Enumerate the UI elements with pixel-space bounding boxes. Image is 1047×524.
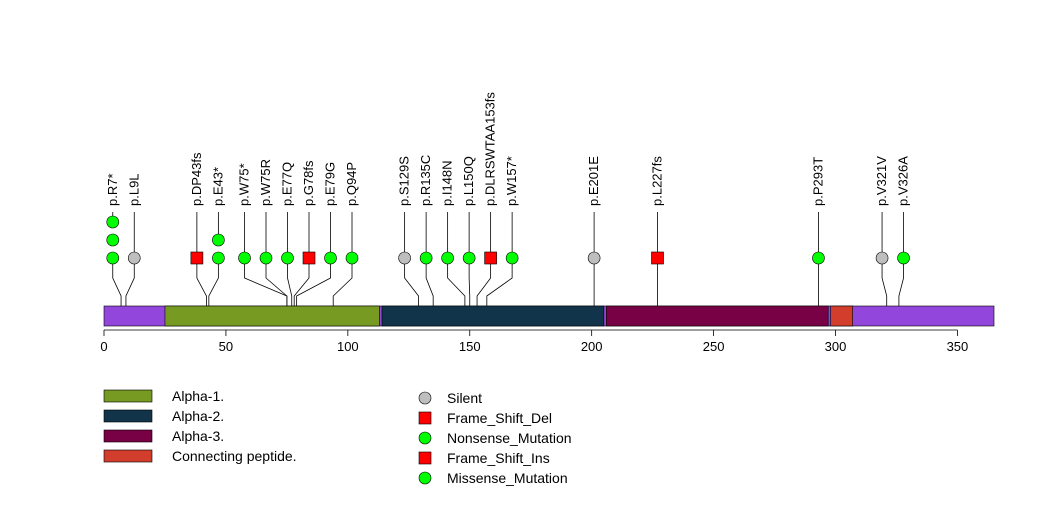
mutation-head-square [302,251,316,265]
mutation-head-circle [897,251,910,265]
x-tick-label: 50 [219,339,233,354]
legend-type-circle [418,391,432,405]
legend: Alpha-1. Alpha-2. Alpha-3. Connecting pepti… [103,388,572,486]
legend-domain-label: Connecting peptide. [172,448,297,464]
mutation-head-circle [127,251,141,265]
mutation-label: p.Q94P [344,162,359,206]
legend-type-square [418,451,432,465]
x-tick-label: 350 [947,339,969,354]
mutation-head-circle [505,251,519,265]
mutation-label: p.I148N [440,160,455,206]
mutation-head-circle [324,251,337,265]
mutation-label: p.S129S [397,156,412,206]
mutation-label: p.P293T [810,157,825,206]
domain-0 [164,305,380,327]
mutation-label: p.G78fs [301,160,316,206]
mutation-head-circle [419,251,433,265]
mutation-label: p.V321V [874,156,889,206]
x-tick-label: 150 [459,339,481,354]
legend-type-label: Missense_Mutation [447,470,568,486]
legend-domain-label: Alpha-1. [172,388,224,404]
mutation-head-circle [212,233,225,247]
mutation-label: p.L9L [126,173,141,206]
mutation-label: p.W75R [258,159,273,206]
mutation-label: p.DP43fs [189,152,204,206]
domain-2 [606,305,829,327]
mutation-label: p.L150Q [461,156,476,206]
legend-domain-label: Alpha-2. [172,408,224,424]
mutation-head-circle [441,251,454,265]
mutation-head-circle [212,251,225,265]
mutation-head-square [651,251,664,265]
legend-type-circle [418,431,432,445]
x-tick-label: 0 [100,339,107,354]
legend-domain-swatch [103,429,153,443]
mutation-label-layer: p.R7* p.L9L p.DP43fs p.E43* p.W75* p.W75R p.E7… [105,92,911,206]
domain-1 [381,305,605,327]
mutation-label: p.DLRSWTAA153fs [483,92,498,206]
mutation-head-layer [106,215,910,265]
mutation-label: p.R135C [418,155,433,206]
x-axis: 0 50 100 150 200 250 300 350 [100,329,969,354]
legend-domain-swatch [103,449,153,463]
mutation-head-circle [281,251,294,265]
mutation-head-circle [259,251,273,265]
legend-domain-label: Alpha-3. [172,428,224,444]
mutation-head-square [484,251,497,265]
mutation-label: p.E201E [586,156,601,206]
legend-type-circle [418,471,432,485]
mutation-head-circle [462,251,476,265]
mutation-label: p.W157* [504,156,519,206]
mutation-head-circle [875,251,889,265]
mutation-label: p.E79G [323,162,338,206]
mutation-label: p.R7* [105,173,120,206]
mutation-label: p.E77Q [280,162,295,206]
mutation-label: p.W75* [237,163,252,206]
legend-domain-swatch [103,389,153,403]
legend-domain-swatch [103,409,153,423]
mutation-head-circle [238,251,251,265]
mutation-label: p.E43* [210,167,225,206]
stem-layer [112,212,904,326]
mutation-head-square [190,251,204,265]
mutation-label: p.V326A [896,156,911,206]
mutation-head-circle [106,233,120,247]
domain-3 [830,305,853,327]
legend-type-square [418,411,432,425]
mutation-head-circle [106,215,120,229]
legend-type-label: Frame_Shift_Del [447,410,552,426]
protein-bar-layer [103,305,995,327]
mutation-head-circle [345,251,359,265]
mutation-head-circle [398,251,411,265]
x-tick-label: 100 [337,339,359,354]
mutation-head-circle [812,251,825,265]
x-tick-label: 250 [703,339,725,354]
legend-type-label: Frame_Shift_Ins [447,450,550,466]
x-tick-label: 200 [581,339,603,354]
mutation-label: p.L227fs [650,156,665,206]
mutation-head-circle [106,251,120,265]
legend-type-label: Nonsense_Mutation [447,430,572,446]
legend-type-label: Silent [447,390,482,406]
x-tick-label: 300 [825,339,847,354]
mutation-head-circle [587,251,601,265]
